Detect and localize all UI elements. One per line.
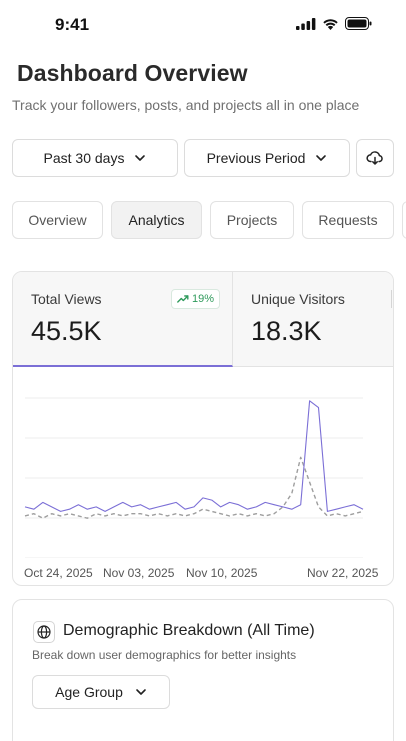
- page-title: Dashboard Overview: [17, 60, 248, 86]
- trend-badge: 19%: [171, 289, 221, 309]
- tab-analytics[interactable]: Analytics: [111, 201, 202, 239]
- x-axis-labels: Oct 24, 2025 Nov 03, 2025 Nov 10, 2025 Nov …: [13, 566, 393, 584]
- x-tick-label: Nov 22, 2025: [307, 566, 379, 580]
- age-group-dropdown[interactable]: Age Group: [32, 675, 170, 709]
- metric-label: Total Views: [31, 291, 102, 307]
- metric-value: 18.3K: [251, 316, 322, 346]
- demographic-card: Demographic Breakdown (All Time) Break d…: [12, 599, 394, 741]
- demographic-subtitle: Break down user demographics for better …: [32, 648, 297, 662]
- page-subtitle: Track your followers, posts, and project…: [12, 97, 360, 113]
- age-group-label: Age Group: [55, 684, 123, 700]
- series-line-current: [24, 400, 364, 512]
- x-tick-label: Nov 10, 2025: [186, 566, 258, 580]
- tab-projects[interactable]: Projects: [210, 201, 294, 239]
- period-dropdown-label: Past 30 days: [43, 150, 125, 166]
- tab-requests[interactable]: Requests: [302, 201, 394, 239]
- status-time: 9:41: [55, 15, 90, 34]
- metric-overflow-edge: [391, 290, 393, 308]
- metric-total-views[interactable]: Total Views 19% 45.5K: [13, 272, 233, 367]
- metric-unique-visitors[interactable]: Unique Visitors 18.3K: [233, 272, 393, 367]
- views-card: Total Views 19% 45.5K Unique Visitors 18…: [12, 271, 394, 586]
- metric-value: 45.5K: [31, 316, 102, 346]
- series-line-previous: [24, 456, 364, 519]
- chevron-down-icon: [316, 155, 327, 161]
- status-icons: [296, 17, 372, 30]
- views-line-chart: [24, 397, 364, 558]
- tab-overview[interactable]: Overview: [12, 201, 103, 239]
- battery-icon: [345, 17, 372, 30]
- tab-bar: Overview Analytics Projects Requests: [12, 201, 406, 239]
- x-tick-label: Nov 03, 2025: [103, 566, 175, 580]
- chevron-down-icon: [136, 689, 146, 695]
- globe-icon-box: [33, 621, 55, 643]
- status-bar: 9:41: [0, 0, 406, 50]
- globe-icon: [37, 625, 51, 639]
- compare-dropdown-label: Previous Period: [206, 150, 306, 166]
- demographic-title: Demographic Breakdown (All Time): [63, 622, 315, 639]
- period-dropdown[interactable]: Past 30 days: [12, 139, 178, 177]
- cloud-download-icon: [366, 151, 383, 165]
- x-tick-label: Oct 24, 2025: [24, 566, 93, 580]
- metric-label: Unique Visitors: [251, 291, 345, 307]
- trending-up-icon: [177, 295, 189, 303]
- wifi-icon: [323, 18, 338, 30]
- compare-dropdown[interactable]: Previous Period: [184, 139, 350, 177]
- trend-value: 19%: [192, 293, 215, 305]
- signal-icon: [296, 17, 316, 30]
- chevron-down-icon: [135, 155, 146, 161]
- download-button[interactable]: [356, 139, 394, 177]
- tab-overflow[interactable]: [402, 201, 406, 239]
